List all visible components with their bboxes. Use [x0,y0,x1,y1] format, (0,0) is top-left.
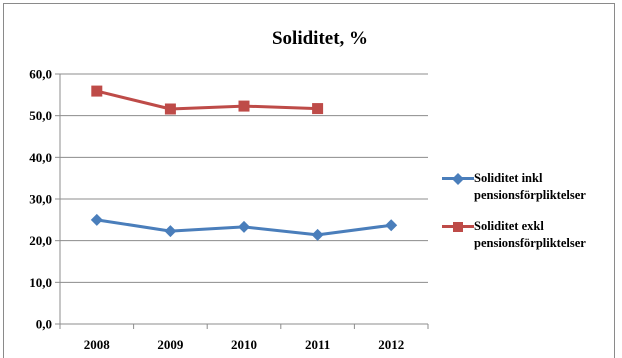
y-tick-label: 10,0 [29,275,52,290]
data-point [238,100,250,112]
x-tick-label: 2008 [84,337,111,352]
x-tick-label: 2011 [305,337,330,352]
y-tick-label: 20,0 [29,233,52,248]
data-point [311,228,324,241]
data-point [91,85,103,97]
chart-frame [3,3,615,358]
data-point [90,213,103,226]
legend-square-marker [453,222,463,232]
y-tick-label: 0,0 [36,317,52,332]
data-point [238,220,250,233]
data-point [312,103,324,115]
y-tick-label: 50,0 [29,108,52,123]
legend-label-exkl-line2: pensionsförpliktelser [474,236,586,250]
chart-title: Soliditet, % [271,28,369,49]
y-tick-label: 40,0 [29,150,52,165]
x-tick-label: 2009 [157,337,184,352]
x-tick-label: 2010 [231,337,257,352]
legend-label-inkl-line1: Soliditet inkl [474,171,543,185]
legend-label-exkl-line1: Soliditet exkl [474,219,544,233]
data-point [385,219,398,232]
legend-label-exkl: Soliditet exkl pensionsförpliktelser [474,218,620,252]
legend-label-inkl-line2: pensionsförpliktelser [474,188,586,202]
data-point [164,225,177,238]
series-line-2 [96,89,318,111]
x-tick-label: 2012 [378,337,404,352]
legend-label-inkl: Soliditet inkl pensionsförpliktelser [474,170,620,204]
y-tick-label: 60,0 [29,67,52,82]
data-point [164,103,176,115]
y-tick-label: 30,0 [29,192,52,207]
legend-diamond-marker [452,173,464,185]
